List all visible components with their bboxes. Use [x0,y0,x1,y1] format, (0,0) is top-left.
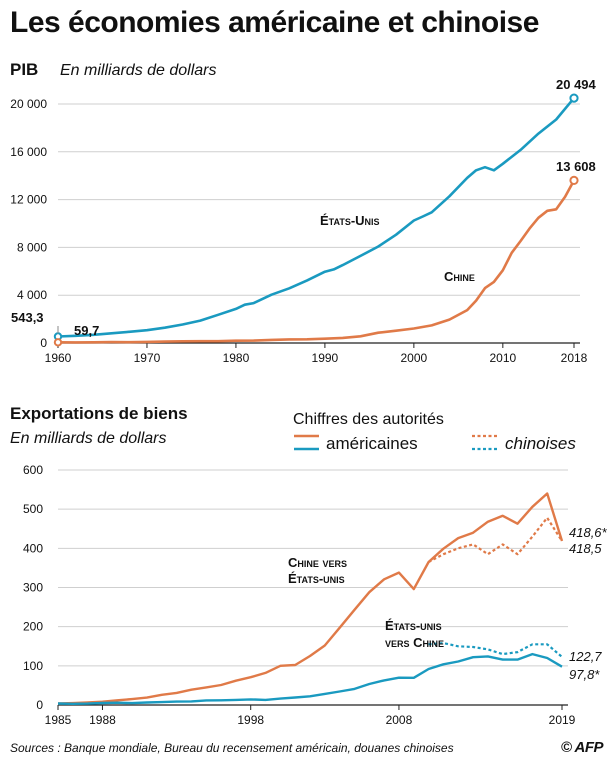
gdp-x-tick-label: 2010 [489,351,516,365]
exports-y-tick-labels: 0 100 200 300 400 500 600 [23,463,43,712]
exports-callout-china-us-2: États-unis [288,571,345,586]
afp-logo: © AFP [560,739,604,756]
exports-subtitle: En milliards de dollars [10,430,167,447]
exports-annotation-97-8: 97,8* [569,667,600,682]
gdp-callout-us: États-Unis [320,213,380,228]
exports-legend: Chiffres des autorités américaines chino… [293,411,576,453]
exp-x-tick-label: 1988 [89,713,116,727]
gdp-start-marker-china [53,338,63,347]
exports-annotation-122-7: 122,7 [569,649,602,664]
gdp-annotation-china-start: 59,7 [74,323,99,338]
gdp-y-tick-labels: 0 4 000 8 000 12 000 16 000 20 000 [10,97,47,350]
exports-line-china_to_us_cn_figures [428,516,563,563]
exports-callout-china-us-1: Chine vers [288,555,347,570]
exp-y-tick-label: 300 [23,581,43,595]
exports-line-us_to_china_cn_figures [428,642,563,658]
source-note: Sources : Banque mondiale, Bureau du rec… [10,741,454,755]
exp-y-tick-label: 600 [23,463,43,477]
gdp-end-marker-china [569,175,579,185]
gdp-x-ticks: 1960 1970 1980 1990 2000 2010 2018 [45,343,588,365]
exports-line-china_to_us_us_figures [57,492,564,705]
gdp-y-tick-label: 20 000 [10,97,47,111]
gdp-y-tick-label: 12 000 [10,193,47,207]
legend-dashed-label: chinoises [505,434,576,453]
exports-x-ticks: 1985 1988 1998 2008 2019 [45,705,576,727]
gdp-subtitle: En milliards de dollars [60,62,217,79]
gdp-x-tick-label: 1970 [134,351,161,365]
gdp-annotation-china-end: 13 608 [556,159,596,174]
gdp-x-tick-label: 1990 [312,351,339,365]
legend-solid-label: américaines [326,434,418,453]
gdp-y-tick-label: 0 [40,336,47,350]
exp-y-tick-label: 200 [23,620,43,634]
exp-y-tick-label: 400 [23,541,43,555]
gdp-end-marker-us [569,93,579,103]
exports-annotation-418-5: 418,5 [569,541,602,556]
gdp-x-tick-label: 1960 [45,351,72,365]
gdp-x-tick-label: 1980 [223,351,250,365]
exports-gridlines [58,469,568,667]
exp-y-tick-label: 500 [23,502,43,516]
exports-title: Exportations de biens [10,404,188,423]
exp-y-tick-label: 100 [23,659,43,673]
exports-callout-us-china-1: États-unis [385,618,442,633]
gdp-annotation-us-end: 20 494 [556,77,597,92]
gdp-y-tick-label: 4 000 [17,288,47,302]
exports-chart: 0 100 200 300 400 500 600 1985 1988 1998 2008 2019… [10,404,608,727]
gdp-gridlines [58,103,580,296]
exp-x-tick-label: 1985 [45,713,72,727]
exp-y-tick-label: 0 [36,698,43,712]
gdp-series [53,93,579,347]
exp-x-tick-label: 2008 [386,713,413,727]
exports-series [57,492,564,705]
gdp-title: PIB [10,60,38,79]
gdp-annotation-us-start: 543,3 [11,310,44,325]
gdp-y-tick-label: 16 000 [10,145,47,159]
exp-x-tick-label: 1998 [237,713,264,727]
gdp-line-us [57,97,575,338]
page-title: Les économies américaine et chinoise [10,6,539,39]
gdp-callout-china: Chine [444,269,475,284]
gdp-x-tick-label: 2000 [401,351,428,365]
gdp-x-tick-label: 2018 [561,351,588,365]
gdp-y-tick-label: 8 000 [17,240,47,254]
exports-annotation-418-6: 418,6* [569,525,608,540]
exp-x-tick-label: 2019 [549,713,576,727]
legend-title: Chiffres des autorités [293,411,444,428]
exports-callout-us-china-2: vers Chine [385,635,444,650]
gdp-line-china [57,179,576,344]
exports-line-us_to_china_us_figures [57,652,563,705]
